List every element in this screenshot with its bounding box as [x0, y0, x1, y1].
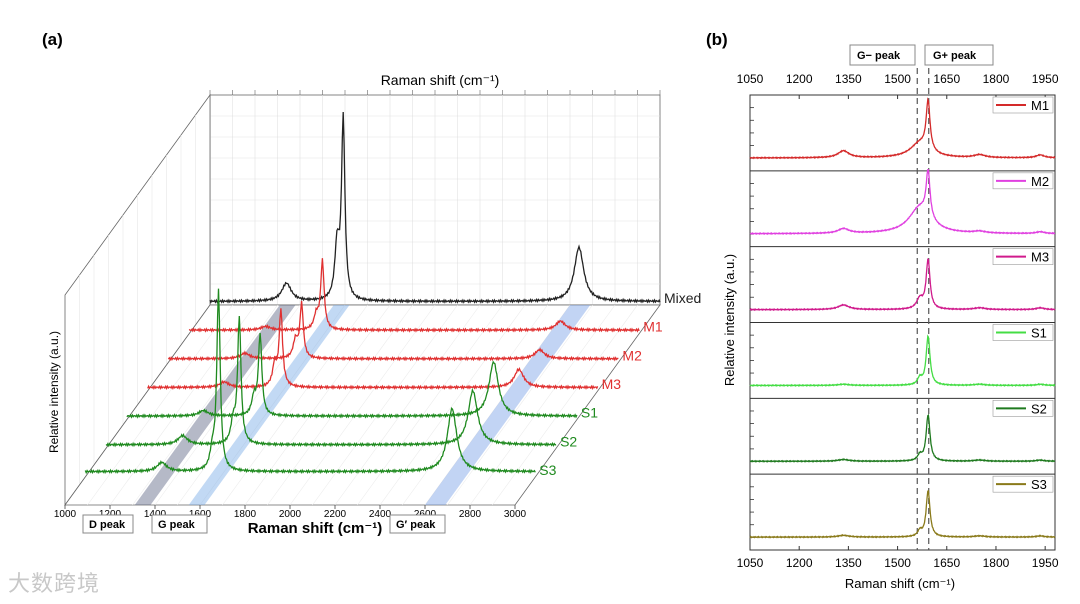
legend-label-s1: S1: [1031, 326, 1047, 341]
bottom-tick-label: 1200: [786, 556, 813, 570]
bottom-tick-label: 1500: [884, 556, 911, 570]
legend-label-m2: M2: [1031, 174, 1049, 189]
series-label-mixed: Mixed: [664, 290, 701, 306]
series-line-mixed: [209, 111, 661, 304]
panel-a-frame: [64, 90, 661, 507]
panel-b-label: (b): [706, 30, 728, 49]
legend-label-s2: S2: [1031, 401, 1047, 416]
gprime-peak-label: G′ peak: [396, 519, 436, 531]
series-label-s2: S2: [560, 433, 577, 449]
bottom-tick-label: 1050: [737, 556, 764, 570]
top-tick-label: 1500: [884, 72, 911, 86]
bottom-tick-label: 1800: [983, 556, 1010, 570]
top-tick-label: 1200: [786, 72, 813, 86]
d-peak-label: D peak: [89, 519, 126, 531]
series-line-m2: [167, 300, 619, 362]
series-label-m2: M2: [622, 347, 642, 363]
top-tick-label: 1350: [835, 72, 862, 86]
bottom-tick-label: 1350: [835, 556, 862, 570]
panel-b-frame: 1050 1050 1200 1200 1350 1350 1500 1500 1650 1650…: [737, 68, 1059, 570]
gplus-peak-label: G+ peak: [933, 50, 977, 62]
grid-line: [132, 304, 278, 506]
grid-line: [447, 304, 593, 506]
x-tick-label: 2400: [369, 509, 392, 520]
panel-b-series: M1 M2 M3 S1 S2 S3: [749, 96, 1056, 539]
gplus-peak-box: [924, 44, 994, 66]
x-tick-label: 1000: [54, 509, 77, 520]
x-tick-label: 2000: [279, 509, 302, 520]
bottom-tick-label: 1950: [1032, 556, 1059, 570]
panel-a-top-axis-label: Raman shift (cm⁻¹): [381, 72, 500, 88]
x-tick-label: 1800: [234, 509, 257, 520]
legend-label-m1: M1: [1031, 98, 1049, 113]
series-label-m3: M3: [602, 376, 622, 392]
top-tick-label: 1950: [1032, 72, 1059, 86]
legend-label-m3: M3: [1031, 250, 1049, 265]
panel-b-line-m2: [749, 168, 1056, 236]
band-g-peak: [425, 305, 591, 505]
g-peak-box: [151, 514, 208, 534]
legend-label-s3: S3: [1031, 477, 1047, 492]
panel-b-line-m1: [749, 97, 1056, 160]
panel-b-line-s1: [749, 334, 1056, 388]
series-label-s1: S1: [581, 405, 598, 421]
x-tick-label: 2200: [324, 509, 347, 520]
top-tick-label: 1050: [737, 72, 764, 86]
series-line-s3: [84, 288, 536, 475]
d-peak-box: [82, 514, 134, 534]
series-line-s2: [105, 315, 557, 448]
panel-b-line-s3: [749, 489, 1056, 539]
panel-a-y-axis-label: Relative intensity (a.u.): [47, 331, 61, 453]
top-tick-label: 1650: [933, 72, 960, 86]
panel-a-x-axis-label: Raman shift (cm⁻¹): [248, 520, 383, 537]
grid-line: [379, 304, 526, 506]
series-line-m3: [147, 308, 599, 391]
panel-b-line-m3: [749, 258, 1056, 312]
grid-line: [469, 304, 616, 506]
panel-a-label: (a): [42, 30, 63, 49]
gminus-peak-box: [849, 44, 916, 66]
panel-b-line-s2: [749, 413, 1056, 463]
x-tick-label: 2800: [459, 509, 482, 520]
series-label-m1: M1: [643, 319, 663, 335]
series-line-m1: [188, 258, 640, 333]
panel-b-y-axis-label: Relative intensity (a.u.): [722, 254, 737, 386]
watermark: 大数跨境: [8, 572, 101, 597]
grid-line: [199, 304, 346, 506]
bottom-tick-label: 1650: [933, 556, 960, 570]
x-tick-label: 3000: [504, 509, 527, 520]
g-peak-label: G peak: [158, 519, 196, 531]
gminus-peak-label: G− peak: [857, 50, 901, 62]
series-label-s3: S3: [539, 462, 556, 478]
panel-b-x-axis-label: Raman shift (cm⁻¹): [845, 576, 955, 591]
series-line-s1: [126, 332, 578, 419]
grid-line: [424, 304, 571, 506]
gprime-peak-box: [389, 514, 446, 534]
top-tick-label: 1800: [983, 72, 1010, 86]
grid-line: [402, 304, 548, 506]
